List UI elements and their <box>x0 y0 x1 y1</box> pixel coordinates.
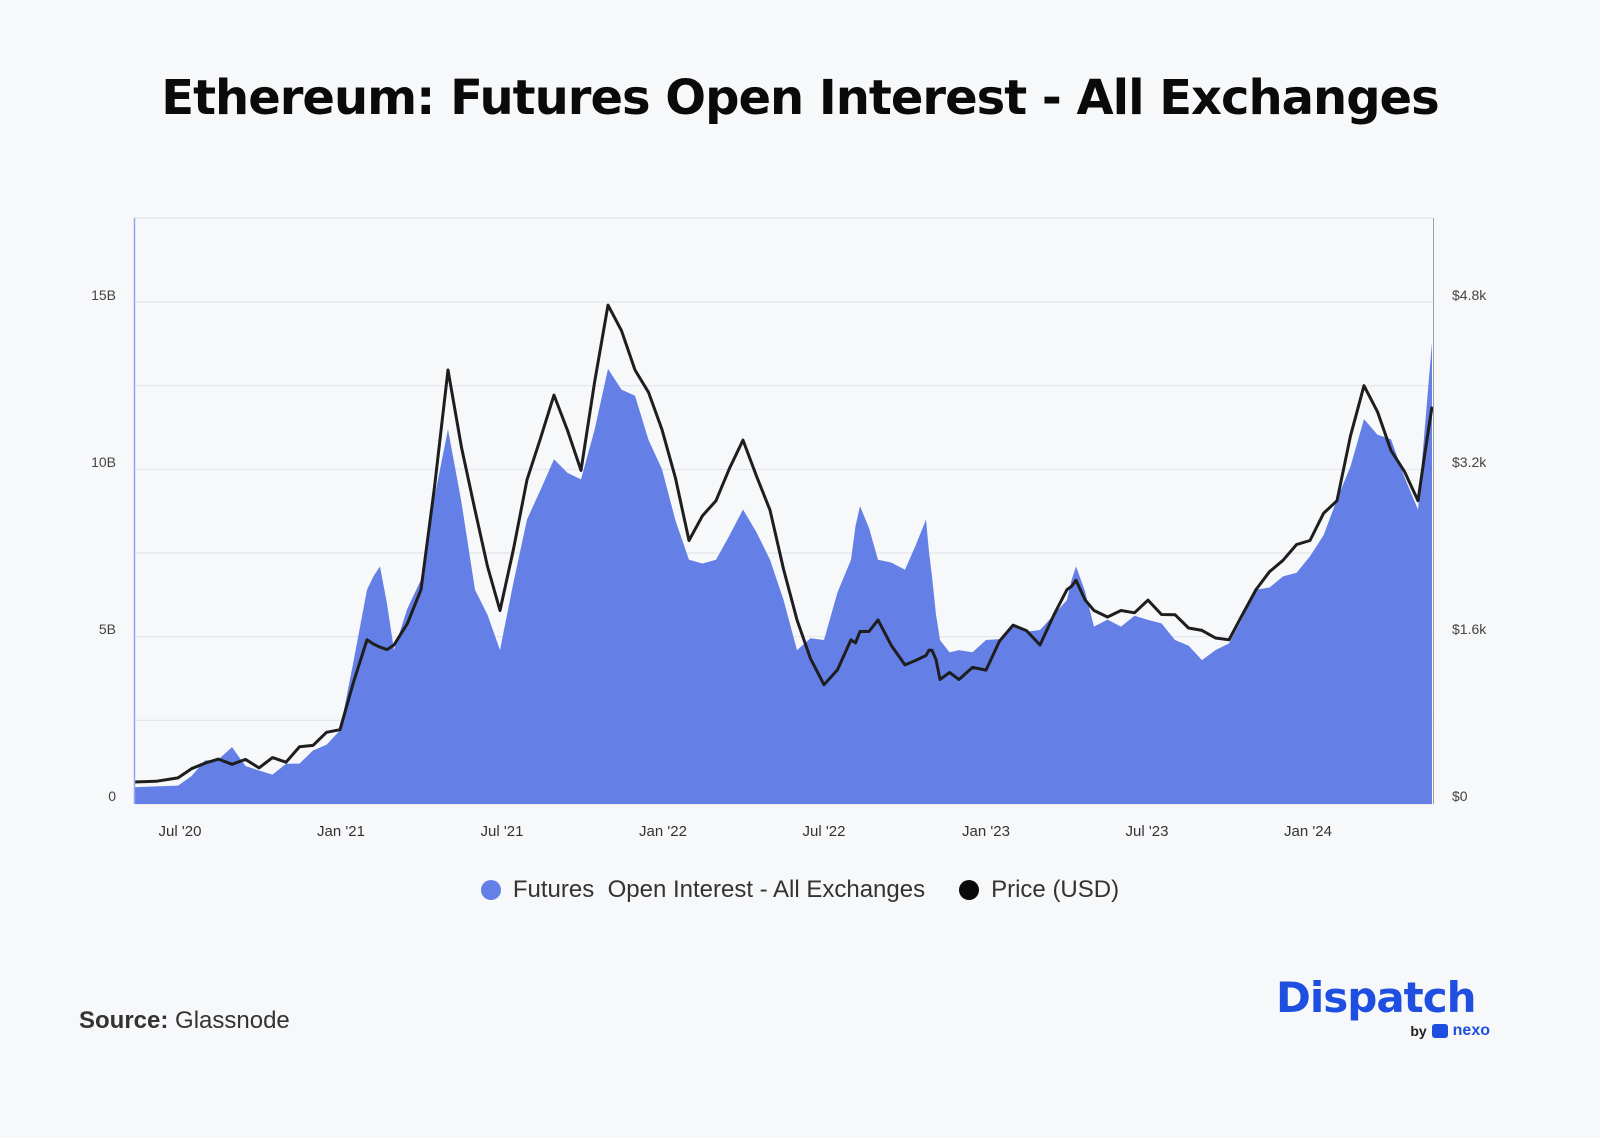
price-legend-dot-icon <box>959 880 980 900</box>
legend-label-open-interest: Futures Open Interest - All Exchanges <box>512 876 926 903</box>
x-tick: Jul '23 <box>1125 823 1169 840</box>
chart-legend: Futures Open Interest - All Exchanges Pr… <box>0 876 1600 904</box>
nexo-logo-icon <box>1431 1024 1448 1038</box>
legend-label-price: Price (USD) <box>991 876 1120 903</box>
x-tick: Jan '24 <box>1284 823 1332 840</box>
source-note: Source: Glassnode <box>79 1007 290 1035</box>
y-tick-left: 5B <box>98 621 116 637</box>
y-tick-right: $1.6k <box>1452 621 1487 637</box>
dispatch-logo-text: Dispatch <box>1276 973 1477 1022</box>
y-tick-right: $4.8k <box>1452 287 1487 303</box>
y-tick-left: 0 <box>108 788 116 804</box>
x-tick: Jan '22 <box>639 823 687 840</box>
source-label: Source: <box>79 1007 169 1034</box>
brand-by-text: by <box>1410 1023 1427 1039</box>
open-interest-area <box>134 342 1432 804</box>
legend-item-open-interest[interactable]: Futures Open Interest - All Exchanges <box>480 876 926 904</box>
chart-svg <box>133 217 1434 805</box>
open-interest-legend-dot-icon <box>480 880 501 900</box>
y-tick-left: 10B <box>91 454 116 470</box>
chart-title: Ethereum: Futures Open Interest - All Ex… <box>161 70 1439 126</box>
x-tick: Jan '23 <box>962 823 1010 840</box>
brand-partner-text: nexo <box>1452 1022 1490 1039</box>
x-tick: Jul '22 <box>802 823 846 840</box>
x-tick: Jul '20 <box>158 823 202 840</box>
brand-logo: Dispatch by nexo <box>1276 974 1496 1044</box>
brand-byline: by nexo <box>1410 1022 1490 1040</box>
y-tick-right: $0 <box>1452 788 1468 804</box>
y-tick-right: $3.2k <box>1452 454 1487 470</box>
y-tick-left: 15B <box>91 287 116 303</box>
source-value: Glassnode <box>175 1007 290 1034</box>
chart-plot-area: 15B 10B 5B 0 $4.8k $3.2k $1.6k $0 Jul '2… <box>91 217 1487 840</box>
legend-item-price[interactable]: Price (USD) <box>959 876 1119 904</box>
x-tick: Jul '21 <box>480 823 524 840</box>
price-line <box>133 303 1434 784</box>
x-tick: Jan '21 <box>317 823 365 840</box>
